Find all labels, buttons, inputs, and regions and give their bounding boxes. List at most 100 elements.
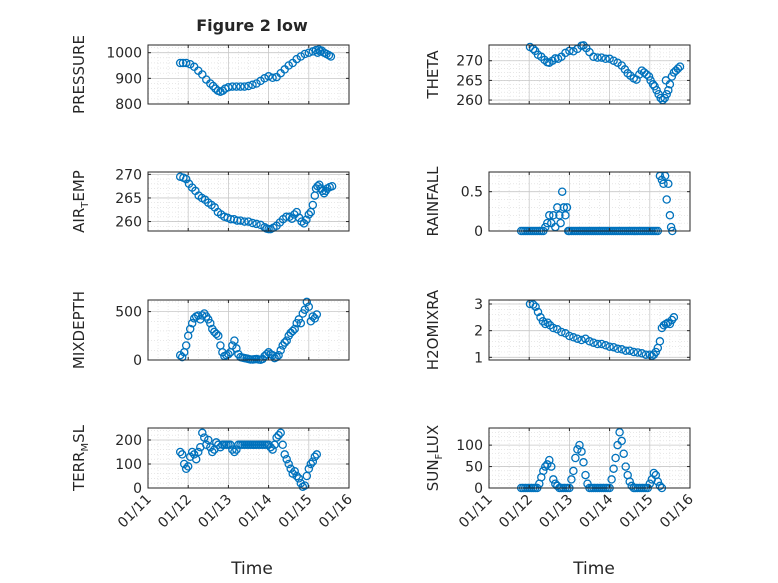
data-point <box>308 312 318 321</box>
data-point <box>285 212 294 222</box>
data-point <box>228 82 237 91</box>
data-point <box>664 85 673 95</box>
data-point <box>187 318 197 328</box>
data-point <box>569 333 578 342</box>
data-point <box>214 331 223 341</box>
series-mixdepth <box>175 297 322 364</box>
panel-mixdepth: 0 500 MIXDEPTH <box>70 291 350 369</box>
tick-marks <box>488 172 691 232</box>
data-point <box>607 475 616 484</box>
data-point <box>579 458 588 467</box>
data-point <box>280 450 289 459</box>
data-point <box>651 347 661 357</box>
data-point <box>240 217 249 226</box>
data-point <box>175 447 185 457</box>
data-point <box>621 346 630 355</box>
y-axis-label: TERRMSL <box>70 424 91 492</box>
data-point <box>649 468 659 478</box>
figure-title: Figure 2 low <box>196 16 308 35</box>
y-axis-label-text: PRESSURE <box>70 35 88 114</box>
data-point <box>559 203 569 212</box>
data-point <box>613 344 622 354</box>
y-axis-label-subscript: T <box>80 201 91 209</box>
data-point <box>272 352 281 362</box>
data-point <box>541 462 550 471</box>
data-point <box>601 341 610 350</box>
data-point <box>597 53 606 62</box>
y-axis-label: H2OMIXRA <box>424 289 442 370</box>
data-point <box>545 211 554 220</box>
axes-frame <box>147 427 350 489</box>
data-point <box>557 187 567 196</box>
data-point <box>581 470 590 480</box>
data-point <box>296 318 306 328</box>
data-point <box>189 450 199 459</box>
data-point <box>661 76 671 85</box>
data-point <box>292 471 301 481</box>
data-point <box>615 428 624 437</box>
major-grid <box>148 45 349 104</box>
data-point <box>609 342 618 352</box>
panel-rainfall: 0 0.5 RAINFALL <box>424 166 691 240</box>
y-axis-label-text: THETA <box>424 50 442 100</box>
panel-h2omixra: 1 2 3 H2OMIXRA <box>424 289 691 370</box>
data-point <box>282 212 291 222</box>
data-point <box>642 70 651 79</box>
y-axis-label: PRESSURE <box>70 35 88 114</box>
y-axis-label: AIRTEMP <box>70 170 91 233</box>
data-point <box>573 334 582 343</box>
data-point <box>288 326 297 336</box>
data-point <box>274 350 283 360</box>
y-tick-label: 0 <box>133 481 142 497</box>
data-point <box>181 464 191 474</box>
y-axis-label-text: H2OMIXRA <box>424 289 442 370</box>
data-point <box>177 450 187 459</box>
data-point <box>244 81 253 91</box>
minor-grid <box>148 300 349 360</box>
y-axis-label-subscript: M <box>80 443 91 452</box>
data-point <box>177 352 187 362</box>
data-point <box>232 344 241 353</box>
data-point <box>665 319 675 329</box>
data-point <box>297 217 306 226</box>
data-point <box>662 89 671 99</box>
data-point <box>302 297 312 307</box>
data-point <box>236 82 245 91</box>
data-point <box>609 56 618 65</box>
y-axis-label-text: SUN <box>424 459 442 491</box>
y-tick-label: 0 <box>474 224 483 240</box>
series-pressure <box>175 45 336 96</box>
data-point <box>244 217 253 226</box>
data-point <box>547 462 556 471</box>
data-point <box>665 211 675 220</box>
data-point <box>284 459 293 469</box>
data-point <box>252 219 261 229</box>
data-point <box>533 307 543 317</box>
y-axis-label: THETA <box>424 50 442 100</box>
data-point <box>181 58 191 68</box>
y-tick-label: 0 <box>133 353 142 369</box>
y-axis-label-subscript: F <box>434 453 445 459</box>
data-point <box>609 464 618 473</box>
y-axis-label-text: TERR <box>70 452 88 493</box>
data-point <box>617 436 626 446</box>
data-point <box>611 453 620 463</box>
data-point <box>282 454 291 464</box>
tick-marks <box>147 172 350 231</box>
data-point <box>585 337 594 346</box>
data-point <box>593 53 602 62</box>
data-point <box>601 54 610 64</box>
data-point <box>282 336 291 345</box>
data-point <box>573 445 582 454</box>
data-point <box>538 317 548 326</box>
data-point <box>327 181 337 191</box>
data-point <box>577 447 586 456</box>
panel-theta: 260 265 270 THETA <box>424 41 691 109</box>
data-point <box>226 440 235 450</box>
panel-pressure: 800 900 1000 PRESSURE <box>70 35 350 114</box>
data-point <box>565 331 574 341</box>
data-point <box>567 475 576 484</box>
data-point <box>206 318 215 328</box>
data-point <box>621 462 630 471</box>
data-point <box>185 324 195 334</box>
